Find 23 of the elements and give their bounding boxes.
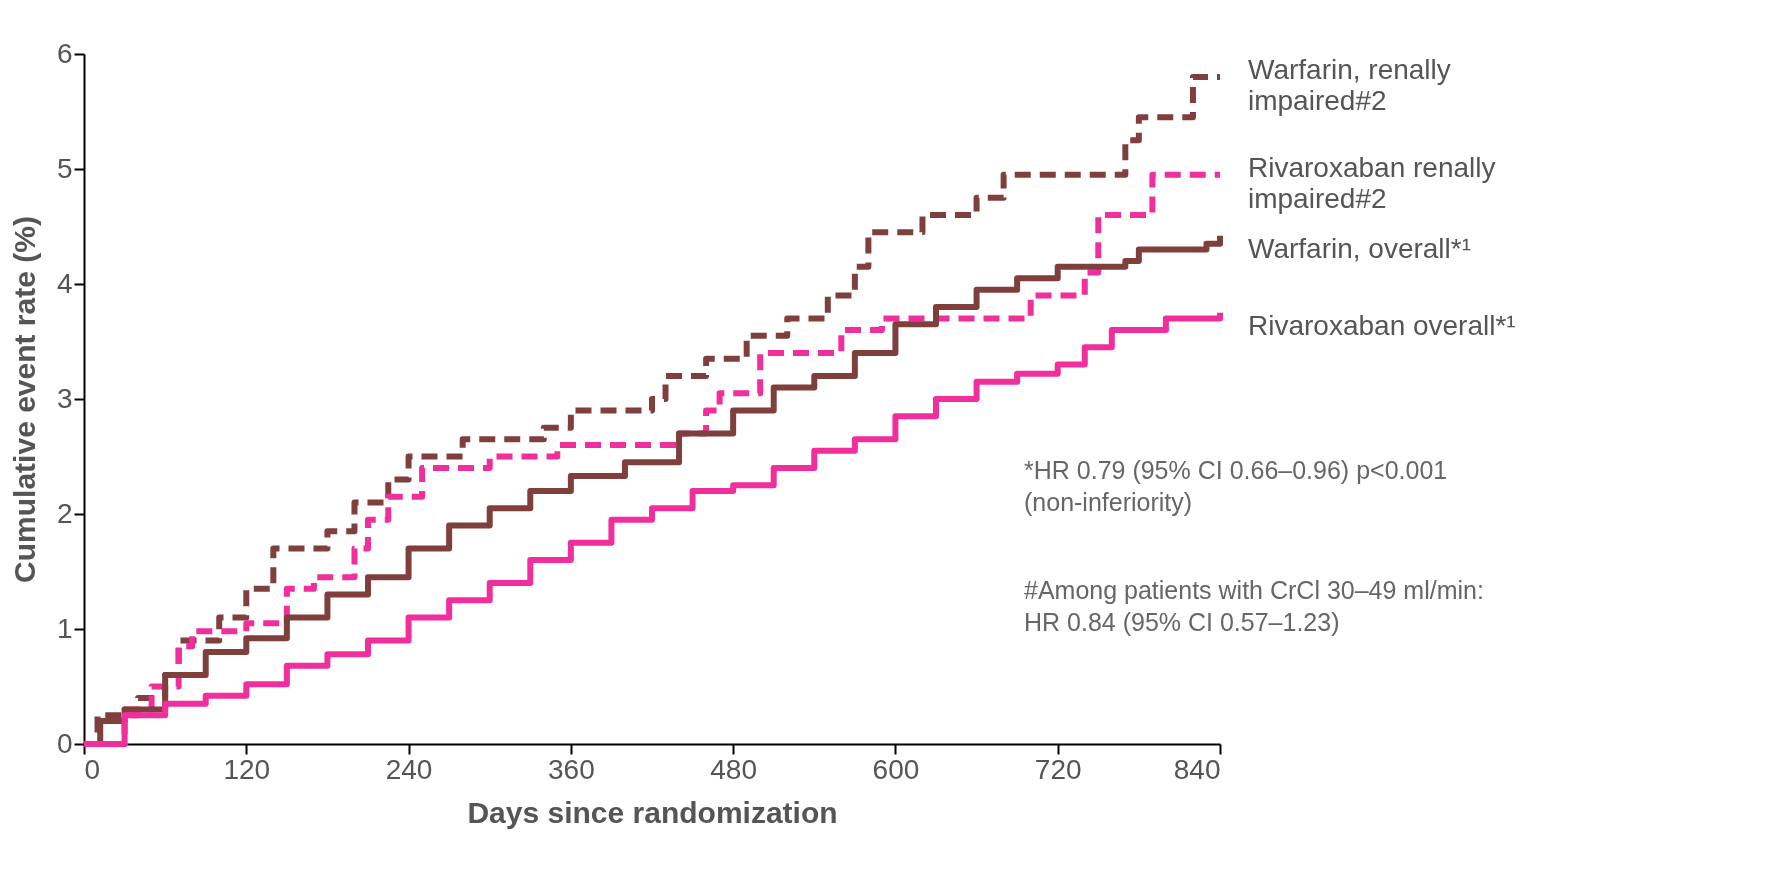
x-tick-label: 840 — [1173, 753, 1221, 785]
series-label: Rivaroxaban renally impaired#2 — [1248, 151, 1496, 214]
y-tick-label: 2 — [56, 497, 73, 529]
y-tick-label: 3 — [56, 382, 73, 414]
series-label: Rivaroxaban overall*¹ — [1248, 309, 1516, 341]
x-tick-label: 720 — [1034, 753, 1082, 785]
y-tick-label: 6 — [56, 37, 73, 69]
x-tick-label: 480 — [710, 753, 757, 785]
y-tick-label: 0 — [56, 727, 73, 759]
x-tick-label: 0 — [84, 753, 101, 785]
x-tick-label: 360 — [548, 753, 595, 785]
annotation: *HR 0.79 (95% CI 0.66–0.96) p<0.001 (non-inferiority) — [1024, 456, 1448, 516]
series-label: Warfarin, renally impaired#2 — [1248, 54, 1451, 116]
y-tick-label: 5 — [56, 152, 73, 184]
x-tick-label: 600 — [872, 753, 920, 785]
series-label: Warfarin, overall*¹ — [1248, 232, 1472, 264]
x-tick-label: 240 — [385, 753, 433, 785]
y-tick-label: 4 — [56, 267, 73, 299]
x-tick-label: 120 — [223, 753, 271, 785]
y-axis-title: Cumulative event rate (%) — [7, 216, 41, 583]
annotation: #Among patients with CrCl 30–49 ml/min: HR 0.84 (95% CI 0.57–1.23) — [1024, 576, 1484, 636]
x-axis-title: Days since randomization — [467, 795, 838, 829]
y-tick-label: 1 — [56, 612, 73, 644]
